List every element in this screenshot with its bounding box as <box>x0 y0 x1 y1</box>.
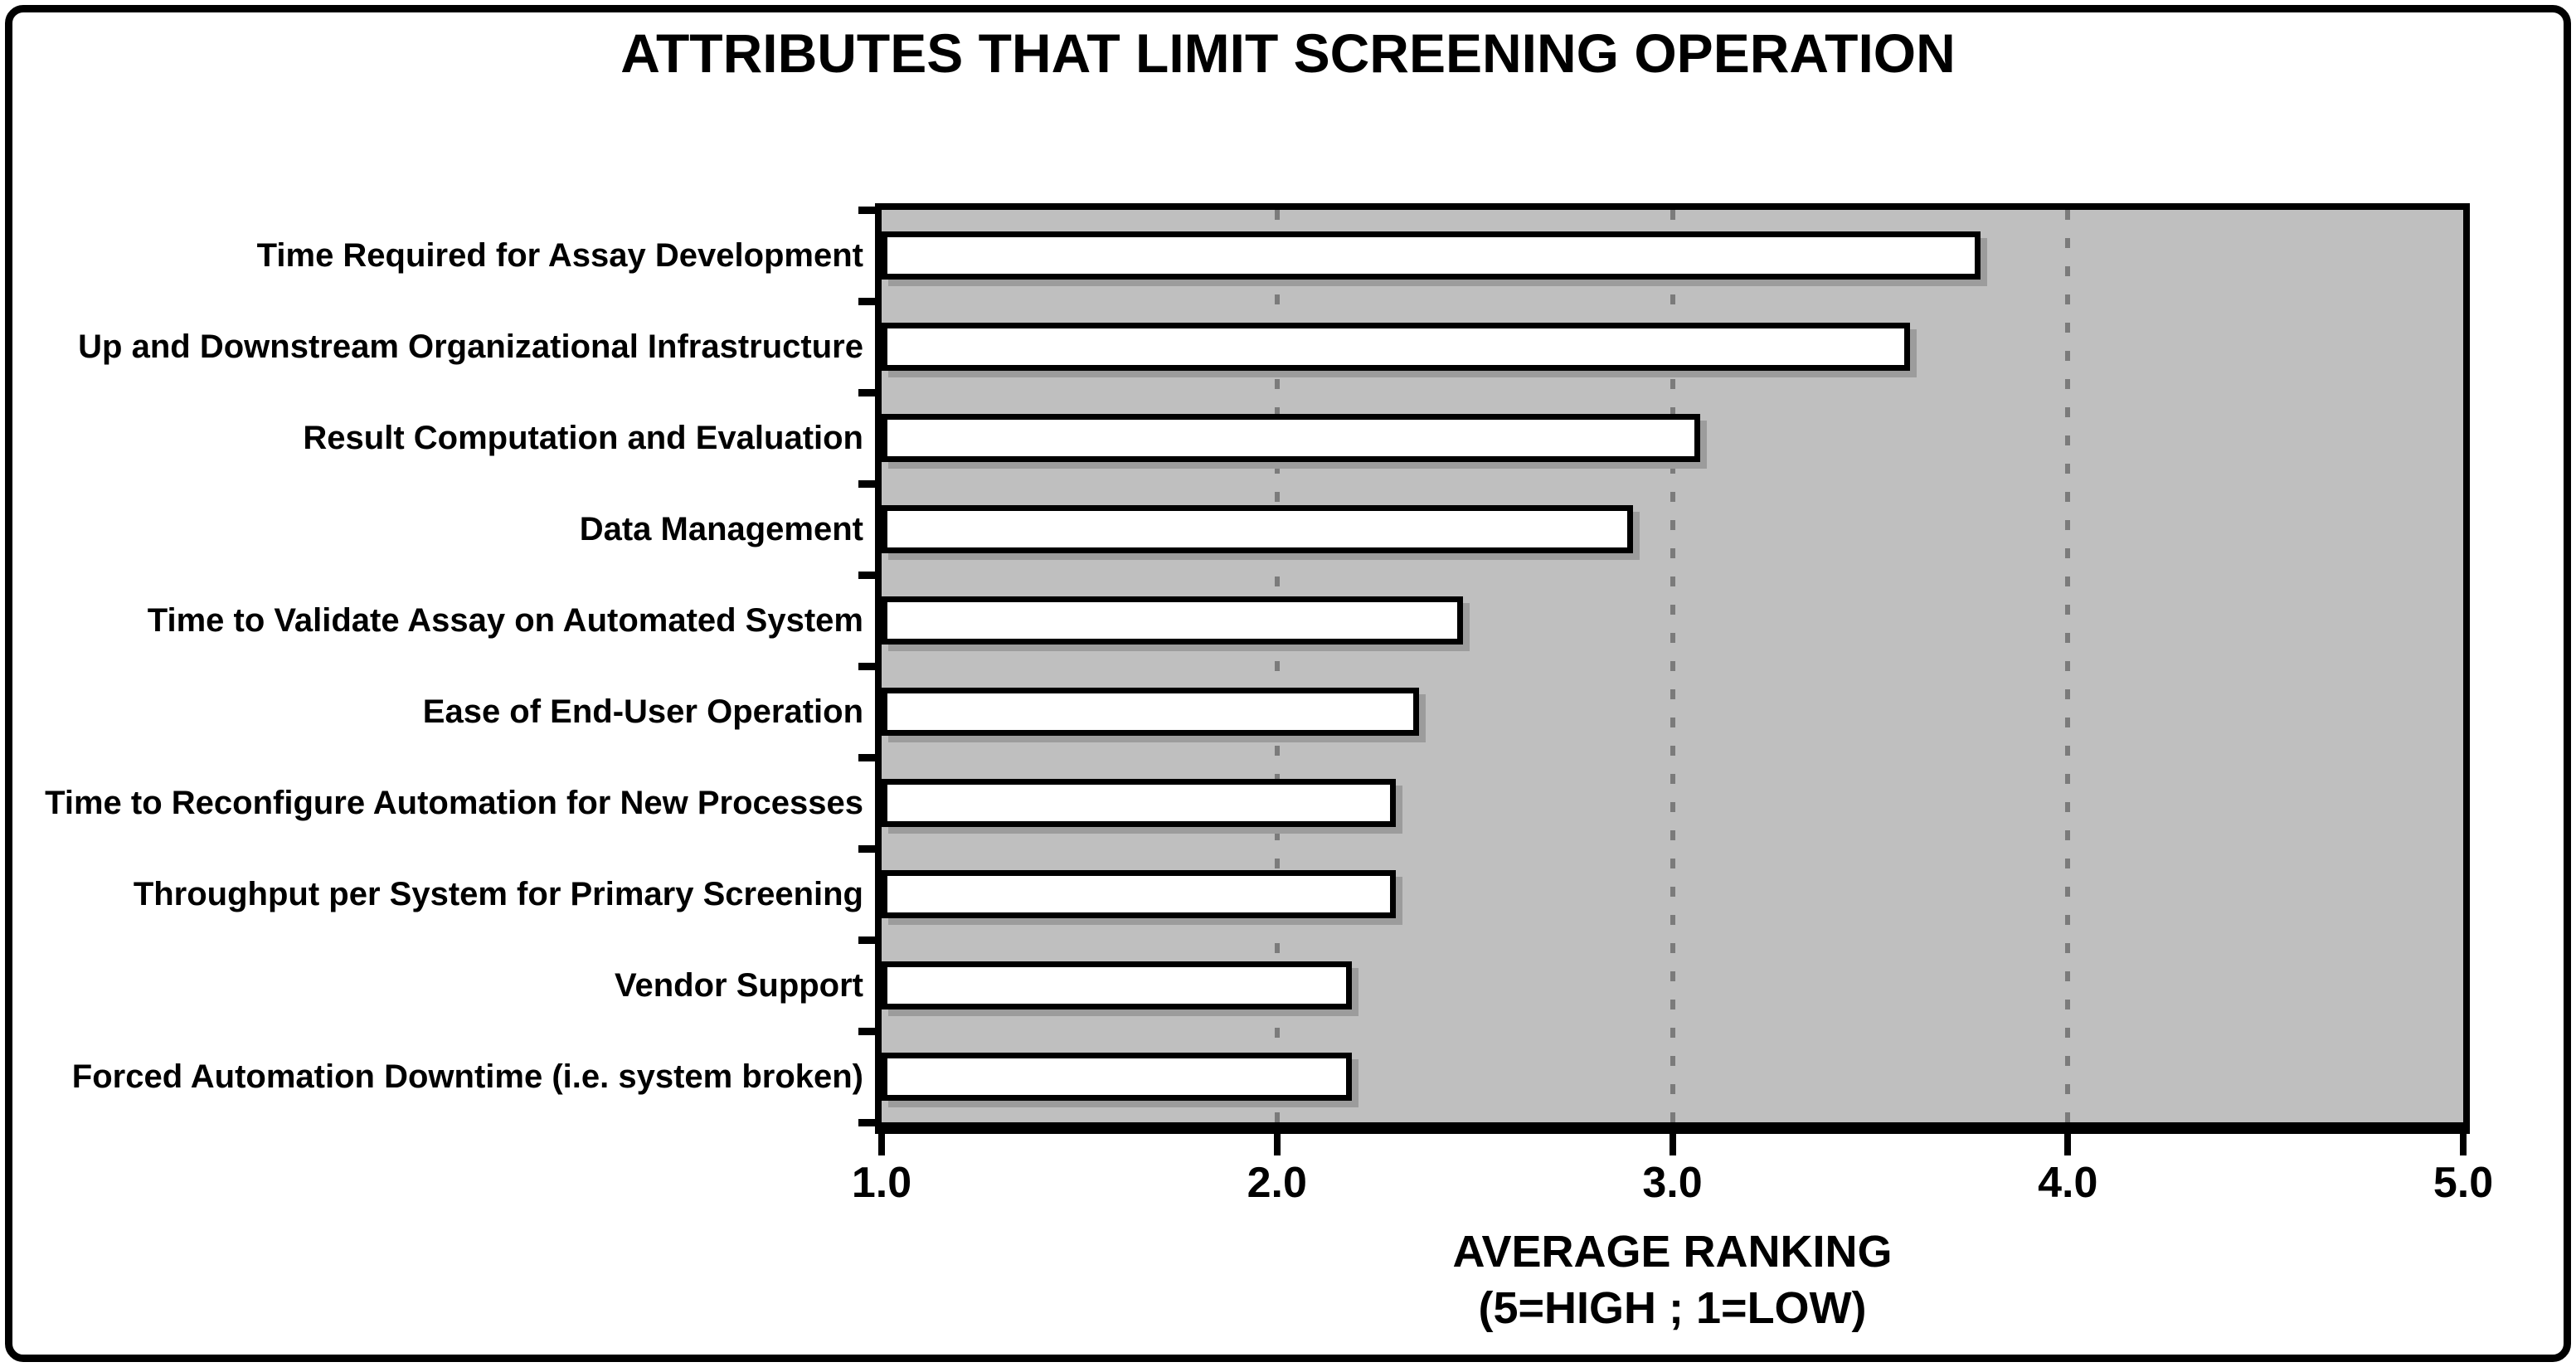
bar <box>882 505 1633 553</box>
category-boundary-tick <box>858 298 875 305</box>
bar <box>882 231 1981 280</box>
category-boundary-tick <box>858 572 875 579</box>
x-axis-title-line1: AVERAGE RANKING <box>1452 1227 1893 1277</box>
category-label: Time Required for Assay Development <box>256 236 863 274</box>
bar <box>882 870 1396 918</box>
chart-title: ATTRIBUTES THAT LIMIT SCREENING OPERATIO… <box>620 22 1956 84</box>
x-axis-title-line2: (5=HIGH ; 1=LOW) <box>1478 1283 1867 1333</box>
gridline <box>1670 210 1675 1122</box>
bar <box>882 688 1420 736</box>
x-tick-label: 4.0 <box>2038 1159 2098 1207</box>
category-label: Ease of End-User Operation <box>422 693 863 730</box>
category-label: Forced Automation Downtime (i.e. system … <box>71 1058 863 1095</box>
category-label: Time to Validate Assay on Automated Syst… <box>147 601 863 639</box>
x-tick-label: 1.0 <box>851 1159 912 1207</box>
plot-inner <box>858 207 2467 1155</box>
category-label: Up and Downstream Organizational Infrast… <box>78 328 863 365</box>
category-boundary-tick <box>858 480 875 488</box>
bar <box>882 596 1463 645</box>
category-label: Time to Reconfigure Automation for New P… <box>45 784 863 821</box>
category-label: Throughput per System for Primary Screen… <box>133 875 863 912</box>
bar <box>882 1053 1353 1101</box>
category-boundary-tick <box>858 1028 875 1035</box>
x-axis-tick <box>878 1122 885 1155</box>
bar <box>882 779 1396 827</box>
category-boundary-tick <box>858 1119 875 1126</box>
x-tick-label: 2.0 <box>1247 1159 1307 1207</box>
x-axis-tick <box>2064 1122 2072 1155</box>
category-boundary-tick <box>858 754 875 761</box>
bar <box>882 414 1700 462</box>
value-axis-labels: 1.0 2.0 3.0 4.0 5.0 <box>852 1158 2493 1216</box>
category-label: Vendor Support <box>615 966 863 1004</box>
bar <box>882 323 1910 371</box>
x-axis-tick <box>1669 1122 1676 1155</box>
category-boundary-tick <box>858 936 875 944</box>
category-label: Result Computation and Evaluation <box>303 419 863 456</box>
x-tick-label: 3.0 <box>1642 1159 1703 1207</box>
x-axis-tick <box>2460 1122 2467 1155</box>
category-boundary-tick <box>858 845 875 853</box>
category-label: Data Management <box>579 510 863 547</box>
x-tick-label: 5.0 <box>2433 1159 2494 1207</box>
category-boundary-tick <box>858 389 875 396</box>
category-boundary-tick <box>858 207 875 214</box>
gridline <box>2065 210 2071 1122</box>
category-boundary-tick <box>858 663 875 670</box>
bar <box>882 961 1353 1009</box>
gridline <box>1274 210 1280 1122</box>
plot-area <box>858 203 2470 1155</box>
x-axis-tick <box>1273 1122 1281 1155</box>
